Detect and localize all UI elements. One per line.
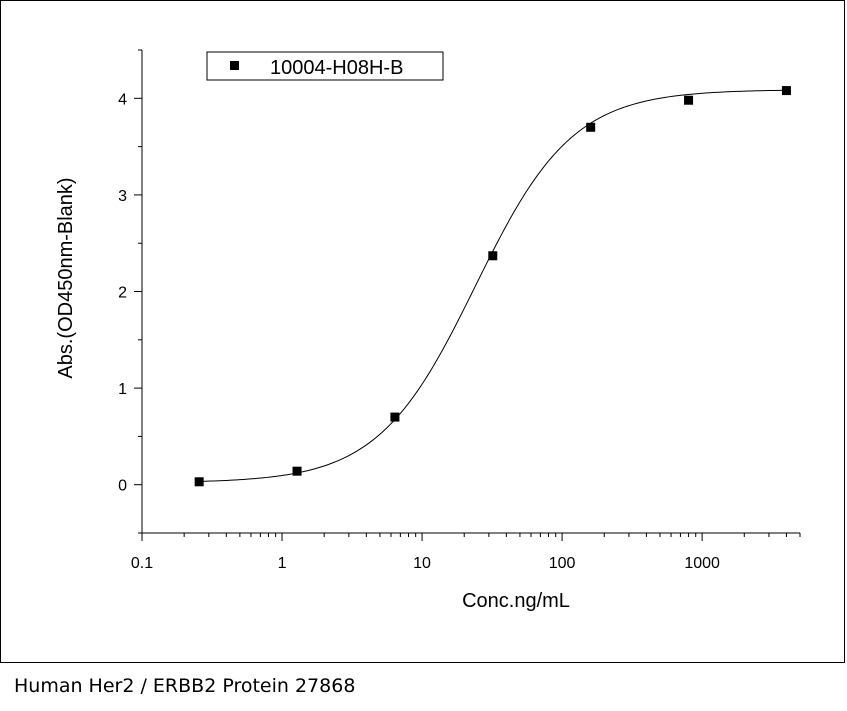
y-tick-label: 1 xyxy=(118,381,127,398)
fit-curve xyxy=(199,89,787,482)
y-tick-label: 0 xyxy=(118,478,127,495)
x-axis-label: Conc.ng/mL xyxy=(462,590,570,612)
x-tick-label: 0.1 xyxy=(131,555,153,572)
chart: 0.1 1 10 100 1000 0 1 2 3 4 10004-H08H-B Conc.ng/… xyxy=(55,49,801,612)
legend-marker xyxy=(230,61,239,70)
data-point xyxy=(684,95,694,105)
x-tick-label: 10 xyxy=(413,555,431,572)
figure-frame xyxy=(0,0,845,663)
data-point xyxy=(194,477,204,487)
x-tick-label: 1000 xyxy=(684,555,720,572)
fit-curve-layer xyxy=(199,89,787,482)
legend: 10004-H08H-B xyxy=(206,51,444,81)
x-tick-label: 100 xyxy=(549,555,576,572)
x-tick-label: 1 xyxy=(278,555,287,572)
figure-caption: Human Her2 / ERBB2 Protein 27868 xyxy=(14,675,356,697)
y-tick-label: 2 xyxy=(118,285,127,302)
legend-label: 10004-H08H-B xyxy=(270,57,403,79)
y-tick-label: 4 xyxy=(118,91,127,108)
data-point xyxy=(781,86,791,96)
y-tick-label: 3 xyxy=(118,188,127,205)
plot-axes: 0.1 1 10 100 1000 0 1 2 3 4 xyxy=(118,49,801,572)
data-point xyxy=(390,412,400,422)
legend-box xyxy=(206,51,444,81)
data-points xyxy=(194,86,791,487)
data-point xyxy=(586,122,596,132)
y-axis-label: Abs.(OD450nm-Blank) xyxy=(55,177,77,378)
data-point xyxy=(488,251,498,261)
data-point xyxy=(292,466,302,476)
